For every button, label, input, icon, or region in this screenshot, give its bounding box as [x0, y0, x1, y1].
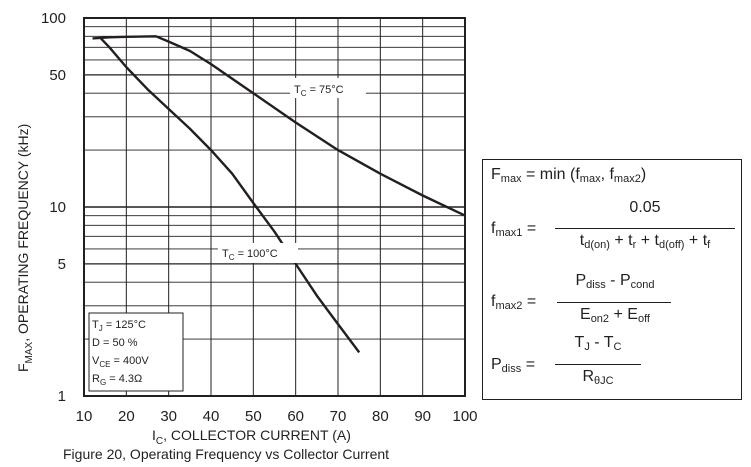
formula-pdiss-numerator: TJ - TC [574, 334, 622, 353]
formula-fmax1-numerator: 0.05 [629, 199, 661, 216]
plot-frame [83, 17, 466, 397]
series-line-100c [100, 37, 361, 354]
formula-fmax2-bar [557, 302, 671, 304]
x-tick-label: 100 [452, 408, 477, 425]
annotation-bg-100 [218, 243, 298, 263]
condition-duty: D = 50 % [92, 337, 138, 349]
y-axis-label: FMAX, OPERATING FREQUENCY (kHz) [15, 124, 35, 372]
x-tick-labels: 10 20 30 40 50 60 70 80 90 100 [76, 408, 478, 425]
x-tick-label: 70 [330, 408, 347, 425]
formula-fmax1-lhs: fmax1 = [491, 220, 537, 239]
figure-caption: Figure 20, Operating Frequency vs Collec… [63, 446, 390, 462]
condition-vce: VCE = 400V [92, 355, 149, 369]
y-tick-label: 50 [49, 67, 66, 84]
annotation-bg-75 [290, 78, 366, 98]
x-tick-label: 40 [203, 408, 220, 425]
annotation-75: TC = 75°C [294, 84, 344, 98]
formula-box: Fmax = min (fmax, fmax2) fmax1 = 0.05 td… [482, 159, 742, 400]
formula-fmax2-numerator: Pdiss - Pcond [575, 272, 655, 291]
formula-pdiss-bar [555, 364, 641, 366]
series-lines [92, 35, 466, 354]
x-tick-label: 20 [118, 408, 135, 425]
condition-rg: RG = 4.3Ω [92, 373, 142, 387]
y-tick-label: 10 [49, 199, 66, 216]
formula-pdiss-denominator: RθJC [582, 368, 614, 387]
series-line-75c [92, 35, 466, 217]
annotation-100: TC = 100°C [222, 248, 278, 262]
formula-fmax2-denominator: Eon2 + Eoff [580, 306, 650, 325]
x-tick-label: 60 [287, 408, 304, 425]
x-tick-label: 30 [160, 408, 177, 425]
x-tick-label: 50 [245, 408, 262, 425]
x-axis-label: IC, COLLECTOR CURRENT (A) [152, 427, 351, 447]
conditions-box [88, 312, 184, 392]
y-tick-labels: 100 50 10 5 1 [41, 10, 66, 405]
x-tick-label: 80 [372, 408, 389, 425]
y-tick-label: 1 [58, 388, 66, 405]
formula-fmax1-denominator: td(on) + tr + td(off) + tf [579, 232, 711, 251]
y-tick-label: 100 [41, 10, 66, 27]
formula-pdiss-lhs: Pdiss = [491, 356, 536, 375]
formula-fmax: Fmax = min (fmax, fmax2) [491, 166, 647, 185]
x-tick-label: 10 [76, 408, 93, 425]
formula-fmax2-lhs: fmax2 = [491, 293, 537, 312]
x-tick-label: 90 [414, 408, 431, 425]
formula-fmax1-bar [555, 228, 735, 230]
y-tick-label: 5 [58, 256, 66, 273]
condition-tj: TJ = 125°C [92, 319, 146, 333]
